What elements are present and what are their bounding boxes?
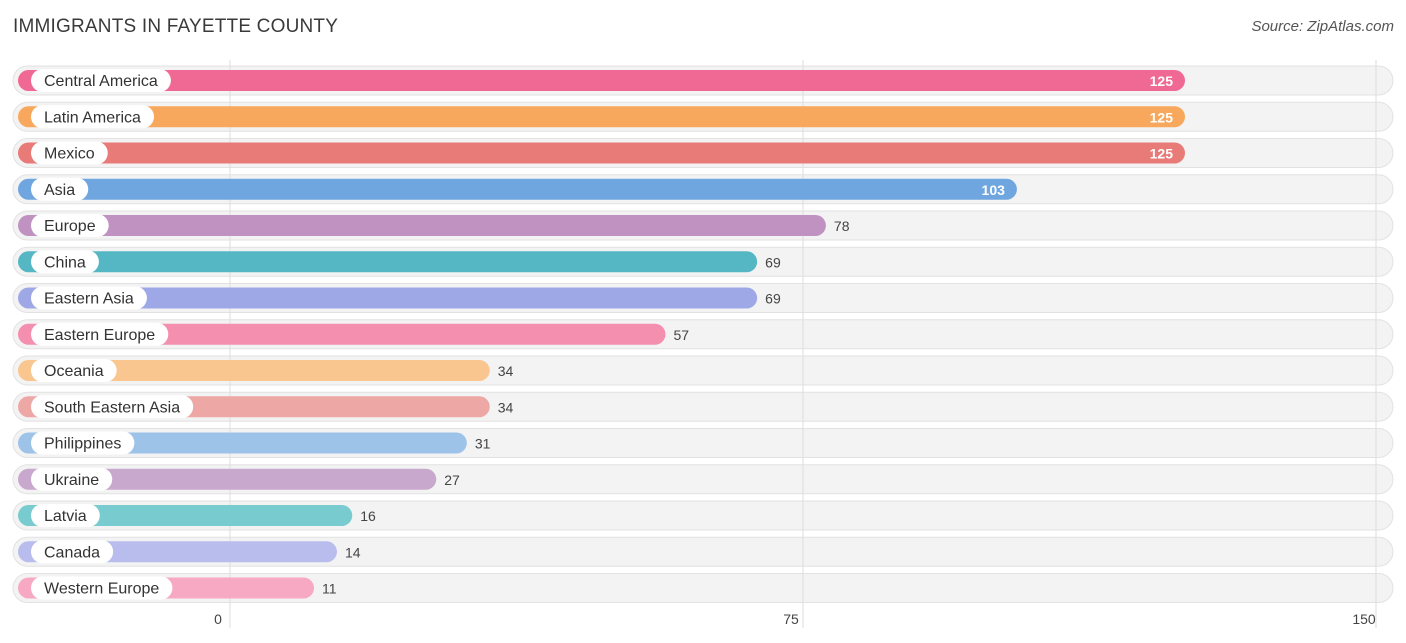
category-label: Europe	[44, 218, 96, 235]
bar-group: South Eastern Asia 34	[18, 395, 514, 419]
value-label: 78	[834, 218, 850, 234]
value-label: 16	[360, 508, 376, 524]
value-label: 125	[1150, 146, 1174, 162]
value-label: 34	[498, 363, 514, 379]
category-label: Latin America	[44, 109, 141, 126]
category-label: Central America	[44, 73, 158, 90]
bar-group: Central America 125	[18, 69, 1185, 92]
bar-group: Ukraine 27	[18, 467, 460, 491]
bar	[18, 287, 758, 309]
bar	[18, 251, 758, 273]
bar	[18, 106, 1185, 128]
bar	[18, 323, 666, 345]
category-label-pill	[31, 395, 194, 419]
bar	[18, 468, 437, 490]
category-label-pill	[31, 214, 109, 237]
category-label-pill	[31, 359, 117, 382]
bar-group: Europe 78	[18, 214, 850, 237]
x-tick-label: 150	[1352, 611, 1376, 627]
category-label-pill	[31, 69, 171, 92]
value-label: 27	[444, 472, 460, 488]
category-label: Western Europe	[44, 581, 159, 598]
category-label-pill	[31, 286, 147, 310]
category-label-pill	[31, 467, 113, 491]
bar-group: Eastern Asia 69	[18, 286, 781, 310]
category-label: Asia	[44, 182, 75, 199]
category-label-pill	[31, 250, 99, 274]
category-label: Philippines	[44, 436, 121, 453]
bar	[18, 505, 353, 526]
value-label: 103	[982, 182, 1006, 198]
category-label-pill	[31, 576, 173, 600]
value-label: 11	[322, 581, 337, 597]
bar-group: Western Europe 11	[18, 576, 337, 600]
chart-title: IMMIGRANTS IN FAYETTE COUNTY	[13, 16, 339, 37]
category-label-pill	[31, 540, 114, 564]
category-label: Canada	[44, 544, 100, 561]
bar	[18, 360, 490, 381]
value-label: 125	[1150, 73, 1174, 89]
bar-group: China 69	[18, 250, 781, 274]
value-label: 125	[1150, 109, 1174, 125]
x-tick-label: 75	[783, 611, 799, 627]
value-label: 14	[345, 544, 361, 560]
category-label: China	[44, 254, 86, 271]
value-label: 34	[498, 399, 514, 415]
bar-group: Philippines 31	[18, 431, 491, 455]
x-axis-ticks: 0 75 150	[214, 611, 1376, 627]
bar-group: Latin America 125	[18, 105, 1185, 129]
category-label: Oceania	[44, 363, 104, 380]
bar-group: Eastern Europe 57	[18, 322, 689, 346]
category-label: Ukraine	[44, 472, 99, 489]
category-label-pill	[31, 141, 108, 165]
x-tick-label: 0	[214, 611, 222, 627]
category-label: Mexico	[44, 146, 95, 163]
value-label: 69	[765, 254, 781, 270]
value-label: 31	[475, 436, 491, 452]
bar-group: Latvia 16	[18, 504, 376, 527]
category-label-pill	[31, 431, 135, 455]
bar-group: Oceania 34	[18, 359, 514, 382]
category-label-pill	[31, 105, 155, 129]
category-label-pill	[31, 322, 169, 346]
bar	[18, 178, 1017, 200]
row-track	[12, 573, 1394, 603]
value-label: 69	[765, 291, 781, 307]
bar-group: Asia 103	[18, 177, 1017, 201]
category-label: Eastern Europe	[44, 327, 155, 344]
row-track	[12, 536, 1394, 567]
bar	[18, 142, 1185, 164]
value-label: 57	[673, 327, 689, 343]
category-label-pill	[31, 504, 100, 527]
category-label: Eastern Asia	[44, 291, 134, 308]
bar-group: Canada 14	[18, 540, 361, 564]
category-label-pill	[31, 177, 89, 201]
bar	[18, 70, 1185, 91]
category-label: South Eastern Asia	[44, 399, 180, 416]
bar-group: Mexico 125	[18, 141, 1185, 165]
bar	[18, 215, 826, 236]
source-note: Source: ZipAtlas.com	[1251, 18, 1394, 35]
category-label: Latvia	[44, 508, 87, 525]
row-track	[12, 500, 1394, 531]
